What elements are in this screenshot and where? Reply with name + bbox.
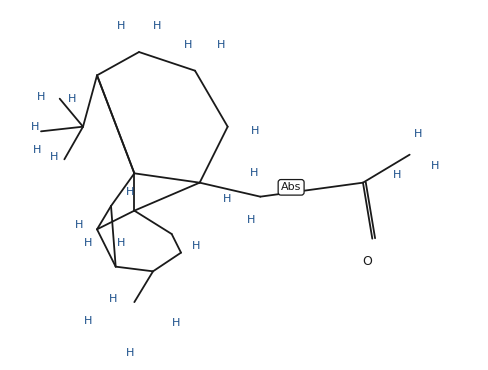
Text: Abs: Abs bbox=[281, 182, 301, 192]
Text: H: H bbox=[84, 238, 92, 248]
Text: H: H bbox=[414, 129, 423, 139]
Text: H: H bbox=[172, 318, 180, 328]
Text: H: H bbox=[184, 40, 192, 50]
Text: H: H bbox=[109, 294, 118, 304]
Text: H: H bbox=[249, 168, 258, 178]
Text: H: H bbox=[117, 21, 125, 31]
Text: H: H bbox=[217, 40, 225, 50]
Text: O: O bbox=[363, 256, 372, 269]
Text: H: H bbox=[68, 94, 77, 104]
Text: H: H bbox=[393, 170, 402, 180]
Text: H: H bbox=[153, 21, 162, 31]
Text: H: H bbox=[247, 215, 255, 225]
Text: H: H bbox=[126, 187, 134, 197]
Text: H: H bbox=[431, 161, 440, 171]
Text: H: H bbox=[37, 92, 46, 102]
Text: H: H bbox=[223, 195, 231, 205]
Text: H: H bbox=[125, 347, 134, 357]
Text: H: H bbox=[49, 152, 58, 162]
Text: H: H bbox=[84, 316, 92, 326]
Text: H: H bbox=[251, 126, 260, 136]
Text: H: H bbox=[75, 220, 83, 230]
Text: H: H bbox=[33, 145, 41, 155]
Text: H: H bbox=[117, 238, 125, 248]
Text: H: H bbox=[31, 122, 39, 132]
Text: H: H bbox=[192, 241, 201, 251]
